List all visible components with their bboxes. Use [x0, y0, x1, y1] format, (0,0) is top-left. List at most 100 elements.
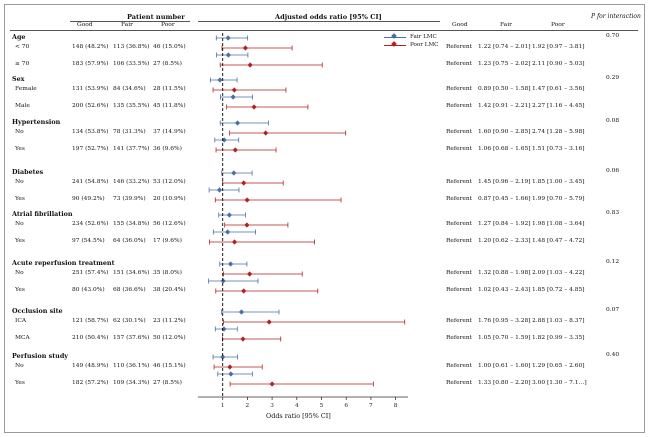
legend-fair-label: Fair LMC [410, 34, 437, 40]
fair-6-1-point [221, 326, 227, 332]
or-poor-value: 2.11 [0.90 – 5.03] [532, 61, 585, 67]
poor-2-1-point [232, 147, 238, 153]
fair-3-0-point [231, 170, 237, 176]
group-label: Acute reperfusion treatment [12, 259, 115, 267]
or-poor-value: 1.47 [0.61 – 3.56] [532, 86, 585, 92]
or-fair-value: 1.45 [0.96 – 2.19] [478, 179, 531, 185]
row-label: No [15, 179, 24, 185]
or-poor-value: 3.00 [1.30 – 7.1…] [532, 380, 587, 386]
or-good-referent: Referent [446, 287, 473, 293]
good-count: 149 (48.9%) [72, 363, 109, 369]
p-interaction-header: P for interaction [591, 13, 641, 20]
or-fair-value: 1.76 [0.95 – 3.28] [478, 318, 531, 324]
fair-0-0-point [225, 35, 231, 41]
good-count: 148 (48.2%) [72, 44, 109, 50]
fair-5-1-point [220, 278, 226, 284]
poor-count: 53 (12.0%) [153, 179, 186, 185]
fair-count: 110 (36.1%) [113, 363, 150, 369]
or-fair-value: 0.89 [0.50 – 1.58] [478, 86, 531, 92]
poor-1-1-point [251, 104, 257, 110]
p-interaction-value: 0.06 [606, 168, 620, 174]
or-good-referent: Referent [446, 86, 473, 92]
row-label: Yes [15, 238, 25, 244]
p-interaction-value: 0.70 [606, 33, 620, 39]
row-label: Yes [15, 380, 25, 386]
poor-count: 45 (11.8%) [153, 103, 186, 109]
poor-0-0-point [242, 45, 249, 51]
p-interaction-value: 0.83 [606, 210, 620, 216]
good-count: 183 (57.9%) [72, 61, 109, 67]
or-good-referent: Referent [446, 146, 473, 152]
or-fair-value: 1.42 [0.91 – 2.21] [478, 103, 531, 109]
or-fair-value: 1.33 [0.80 – 2.20] [478, 380, 531, 386]
x-tick-label: 4 [295, 403, 299, 409]
fair-count: 135 (35.5%) [113, 103, 150, 109]
group-label: Perfusion study [12, 352, 68, 360]
fair-count: 151 (34.6%) [113, 270, 150, 276]
poor-2-0-point [263, 130, 269, 136]
header-rule [10, 30, 638, 31]
fair-5-0-point [228, 261, 234, 267]
or-fair-value: 1.60 [0.90 – 2.85] [478, 129, 531, 135]
or-good-referent: Referent [446, 61, 473, 67]
or-poor-value: 1.98 [1.08 – 3.64] [532, 221, 585, 227]
x-tick-label: 5 [320, 403, 324, 409]
or-poor-value: 1.29 [0.65 – 2.60] [532, 363, 585, 369]
p-interaction-value: 0.07 [606, 307, 620, 313]
legend-poor: Poor LMC [384, 41, 438, 50]
col-or-fair: Fair [500, 22, 512, 28]
group-label: Age [12, 33, 26, 41]
group-label: Sex [12, 75, 25, 83]
or-poor-value: 2.74 [1.28 – 5.98] [532, 129, 585, 135]
fair-count: 141 (37.7%) [113, 146, 150, 152]
fair-count: 155 (34.8%) [113, 221, 150, 227]
or-good-referent: Referent [446, 129, 473, 135]
or-poor-value: 1.85 [0.72 – 4.85] [532, 287, 585, 293]
col-good: Good [77, 22, 93, 28]
poor-count: 56 (12.6%) [153, 221, 186, 227]
or-good-referent: Referent [446, 318, 473, 324]
row-label: ICA [15, 318, 27, 324]
poor-6-1-point [240, 336, 246, 342]
x-tick-label: 6 [344, 403, 348, 409]
row-label: Yes [15, 196, 25, 202]
or-fair-value: 1.02 [0.43 – 2.43] [478, 287, 531, 293]
good-count: 121 (58.7%) [72, 318, 109, 324]
x-tick-label: 3 [270, 403, 274, 409]
or-fair-value: 1.05 [0.70 – 1.59] [478, 335, 531, 341]
good-count: 197 (52.7%) [72, 146, 109, 152]
or-fair-value: 1.23 [0.75 – 2.02] [478, 61, 531, 67]
poor-3-1-point [244, 197, 250, 203]
or-fair-value: 1.20 [0.62 – 2.33] [478, 238, 531, 244]
legend-fair: Fair LMC [384, 33, 438, 42]
poor-count: 35 (8.0%) [153, 270, 182, 276]
or-good-referent: Referent [446, 238, 473, 244]
row-label: No [15, 221, 24, 227]
group-label: Atrial fibrillation [12, 210, 73, 218]
or-fair-value: 1.27 [0.84 – 1.92] [478, 221, 531, 227]
poor-5-1-point [241, 288, 247, 294]
poor-count: 46 (15.1%) [153, 363, 186, 369]
or-poor-value: 2.88 [1.03 – 8.37] [532, 318, 585, 324]
or-good-referent: Referent [446, 363, 473, 369]
adjusted-or-header: Adjusted odds ratio [95% CI] [275, 13, 382, 21]
poor-count: 50 (12.0%) [153, 335, 186, 341]
fair-count: 68 (36.6%) [113, 287, 146, 293]
poor-count: 38 (20.4%) [153, 287, 186, 293]
fair-count: 78 (31.3%) [113, 129, 146, 135]
group-label: Occlusion site [12, 307, 63, 315]
poor-5-0-point [247, 271, 253, 277]
or-poor-value: 2.27 [1.16 – 4.45] [532, 103, 585, 109]
or-poor-value: 1.85 [1.00 – 3.45] [532, 179, 585, 185]
col-poor: Poor [161, 22, 175, 28]
poor-count: 20 (10.9%) [153, 196, 186, 202]
fair-count: 146 (33.2%) [113, 179, 150, 185]
or-good-referent: Referent [446, 103, 473, 109]
fair-count: 109 (34.3%) [113, 380, 150, 386]
p-interaction-value: 0.29 [606, 75, 620, 81]
good-count: 251 (57.4%) [72, 270, 109, 276]
or-fair-value: 1.32 [0.88 – 1.98] [478, 270, 531, 276]
patient-number-header: Patient number [127, 13, 185, 21]
or-fair-value: 1.00 [0.61 – 1.60] [478, 363, 531, 369]
